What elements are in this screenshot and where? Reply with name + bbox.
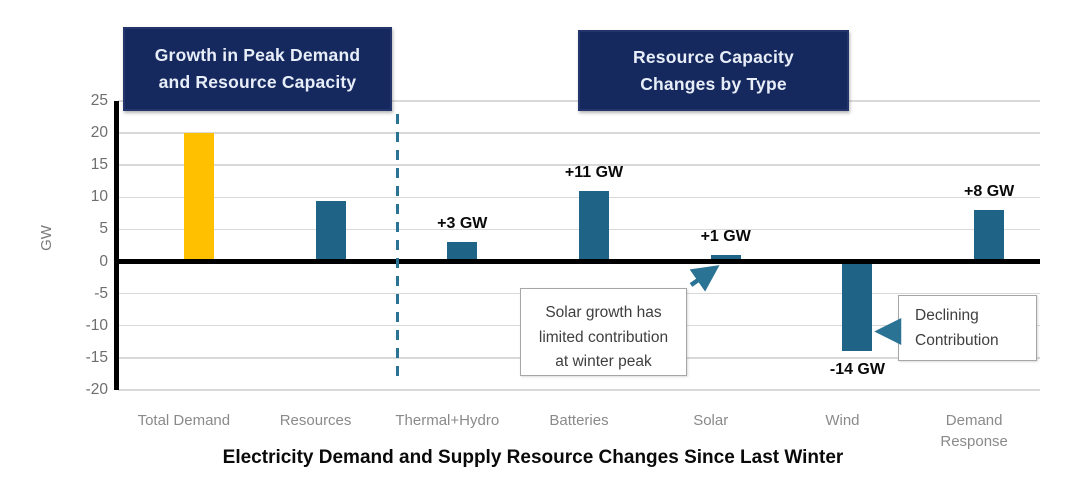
category-label: Wind: [776, 410, 908, 431]
category-label-line: Demand: [945, 412, 1003, 429]
header-box-line: Growth in Peak Demand: [154, 45, 361, 66]
category-label: Total Demand: [118, 410, 250, 431]
chart-title: Electricity Demand and Supply Resource C…: [222, 447, 844, 468]
category-label-line: Response: [940, 433, 1008, 450]
y-axis-title: GW: [37, 225, 55, 251]
annotation-wind-note: Declining Contribution: [898, 295, 1037, 361]
category-label: Demand Response: [908, 410, 1040, 452]
bar-wind: [842, 261, 873, 352]
bar-value-label: +1 GW: [700, 228, 751, 246]
annotation-line: at winter peak: [555, 353, 652, 370]
category-label-line: Wind: [825, 412, 860, 429]
category-label-line: Thermal+Hydro: [395, 412, 500, 429]
y-tick-label: -5: [94, 284, 108, 302]
y-tick-label: 5: [99, 220, 108, 238]
y-tick-label: 15: [90, 156, 108, 174]
bar-value-label: -14 GW: [829, 361, 885, 379]
category-label: Resources: [250, 410, 382, 431]
bar-thermal-hydro: [447, 242, 478, 262]
header-box-line: Resource Capacity: [633, 46, 794, 67]
annotation-line: Declining: [915, 307, 979, 324]
gridline: [118, 164, 1040, 166]
gridline: [118, 132, 1040, 134]
bar-solar: [710, 255, 741, 262]
header-box-peak-demand: Growth in Peak Demand and Resource Capac…: [123, 27, 392, 111]
y-tick-label: 0: [99, 252, 108, 270]
category-label-line: Batteries: [549, 412, 609, 429]
category-label-line: Solar: [693, 412, 729, 429]
bar-value-label: +8 GW: [964, 183, 1015, 201]
category-label: Thermal+Hydro: [381, 410, 513, 431]
bar-value-label: +3 GW: [437, 215, 488, 233]
y-tick-label: 10: [90, 188, 108, 206]
annotation-solar-note: Solar growth has limited contribution at w…: [520, 288, 687, 376]
y-tick-label: -15: [85, 348, 108, 366]
bar-value-label: +11 GW: [564, 163, 624, 181]
y-tick-label: 20: [90, 124, 108, 142]
category-label-line: Total Demand: [137, 412, 231, 429]
y-tick-label: 25: [90, 92, 108, 109]
bar-resources: [315, 200, 346, 262]
annotation-line: Solar growth has: [545, 304, 662, 321]
annotation-line: limited contribution: [538, 328, 669, 346]
bar-total-demand: [183, 133, 214, 262]
category-label: Batteries: [513, 410, 645, 431]
y-tick-label: -20: [85, 380, 108, 398]
category-label-line: Resources: [279, 412, 352, 429]
y-tick-label: -10: [85, 316, 108, 334]
bar-batteries: [579, 190, 609, 262]
gridline: [118, 389, 1040, 391]
header-box-capacity-changes: Resource Capacity Changes by Type: [578, 30, 849, 111]
y-axis-line: [114, 101, 119, 390]
header-box-line: and Resource Capacity: [158, 72, 357, 92]
category-label: Solar: [645, 410, 777, 431]
header-box-line: Changes by Type: [640, 73, 787, 94]
annotation-line: Contribution: [915, 331, 999, 349]
solar-arrow: [689, 265, 720, 292]
section-divider-dashed-line: [395, 114, 399, 378]
zero-baseline: [114, 259, 1040, 264]
bar-demand-response: [974, 210, 1005, 262]
